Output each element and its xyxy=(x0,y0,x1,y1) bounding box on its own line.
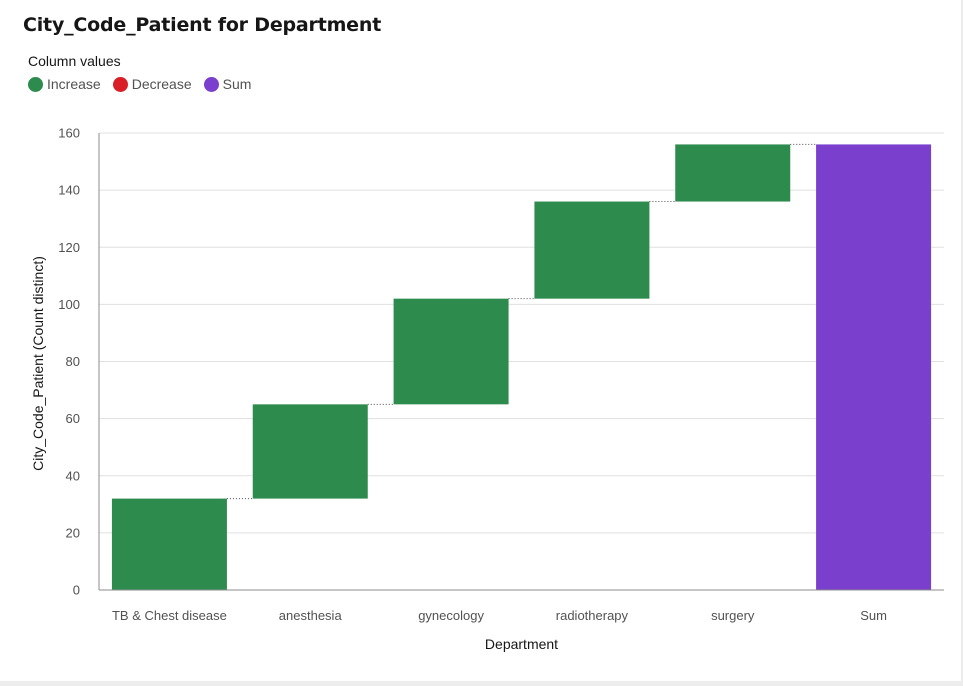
bar-tb-chest-disease[interactable] xyxy=(111,498,227,590)
bar-radiotherapy[interactable] xyxy=(534,201,650,299)
legend: Increase Decrease Sum xyxy=(28,76,263,92)
x-axis-ticks: TB & Chest disease anesthesia gynecology ra… xyxy=(112,608,887,623)
y-tick-label: 40 xyxy=(66,468,80,483)
x-tick-label: gynecology xyxy=(418,608,484,623)
connector-lines xyxy=(226,143,817,500)
x-tick-label: surgery xyxy=(711,608,755,623)
y-tick-label: 160 xyxy=(58,126,80,141)
x-tick-label: TB & Chest disease xyxy=(112,608,227,623)
bar-gynecology[interactable] xyxy=(393,298,509,405)
legend-label-decrease: Decrease xyxy=(131,76,192,92)
legend-label-increase: Increase xyxy=(47,76,101,92)
y-tick-label: 80 xyxy=(66,354,80,369)
grid-lines xyxy=(99,132,944,534)
x-tick-label: Sum xyxy=(860,608,887,623)
bar-surgery[interactable] xyxy=(675,144,791,202)
legend-item-decrease[interactable]: Decrease xyxy=(112,76,192,92)
bars xyxy=(111,144,932,591)
increase-swatch-icon xyxy=(28,76,43,92)
y-tick-label: 60 xyxy=(66,411,80,426)
y-tick-label: 120 xyxy=(58,240,80,255)
legend-item-increase[interactable]: Increase xyxy=(28,76,101,92)
y-tick-label: 20 xyxy=(66,525,80,540)
bar-anesthesia[interactable] xyxy=(252,404,368,499)
y-axis-title: City_Code_Patient (Count distinct) xyxy=(30,256,46,471)
legend-label-sum: Sum xyxy=(222,76,252,92)
y-axis-ticks: 0 20 40 60 80 100 120 140 160 xyxy=(58,126,80,598)
decrease-swatch-icon xyxy=(112,76,128,92)
bar-sum[interactable] xyxy=(816,144,932,591)
y-tick-label: 140 xyxy=(58,183,80,198)
legend-item-sum[interactable]: Sum xyxy=(203,76,252,92)
x-axis-title: Department xyxy=(485,636,558,652)
y-tick-label: 0 xyxy=(73,583,80,598)
x-tick-label: radiotherapy xyxy=(556,608,629,623)
sum-swatch-icon xyxy=(203,76,219,92)
legend-title: Column values xyxy=(28,53,121,69)
y-tick-label: 100 xyxy=(58,297,80,312)
x-tick-label: anesthesia xyxy=(279,608,343,623)
chart-title: City_Code_Patient for Department xyxy=(23,14,382,36)
